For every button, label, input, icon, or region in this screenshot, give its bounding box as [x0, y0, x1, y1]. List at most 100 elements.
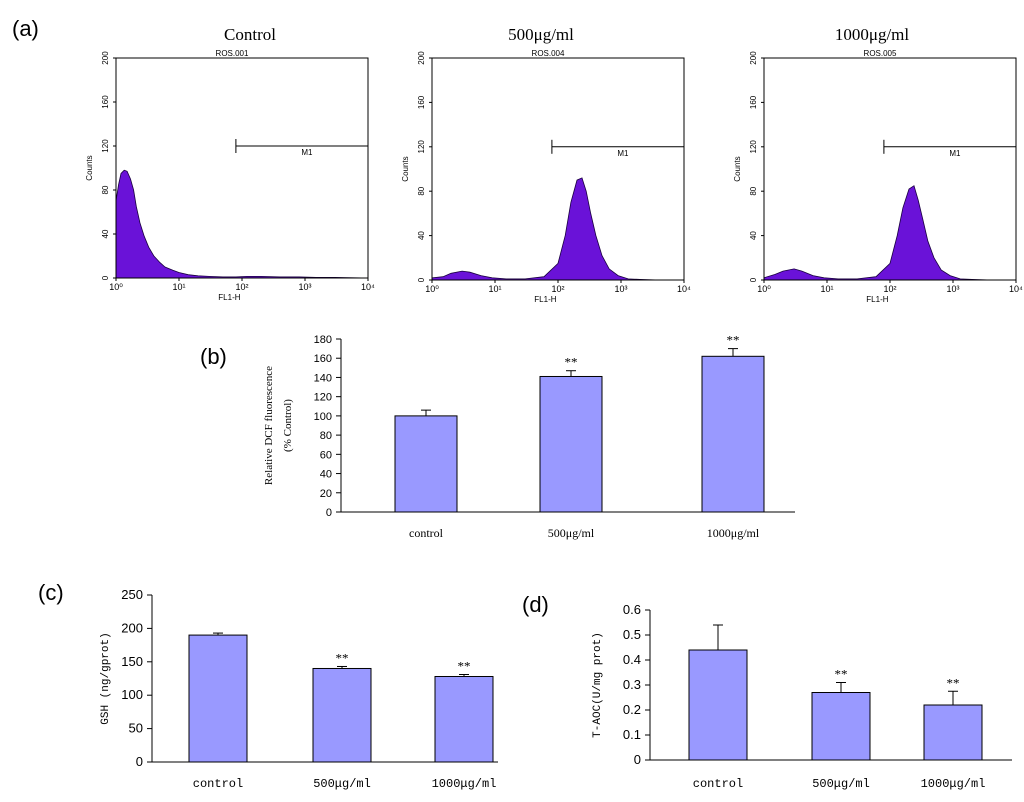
x-tick-label: 10³	[298, 282, 311, 292]
bar-2	[923, 704, 983, 761]
category-label: 1000μg/ml	[921, 777, 986, 791]
bar-chart-taoc: control ** 500μg/ml ** 1000μg/ml 0 0.1 0.2 0.3 0.…	[592, 602, 1012, 791]
plot-frame	[763, 57, 1017, 281]
y-tick-label: 0	[136, 754, 143, 769]
y-tick-label: 120	[314, 392, 332, 404]
x-tick-label: 10¹	[820, 284, 833, 294]
y-tick-label: 250	[121, 587, 143, 602]
x-tick-label: 10³	[946, 284, 959, 294]
marker-label: M1	[949, 149, 961, 158]
x-tick-label: 10⁴	[1009, 284, 1023, 294]
marker-label: M1	[617, 149, 629, 158]
y-tick-label: 150	[121, 654, 143, 669]
x-tick-label: 10¹	[488, 284, 501, 294]
histogram-area	[115, 169, 369, 279]
panel-label-a: (a)	[12, 16, 39, 41]
y-tick-label: 80	[101, 185, 110, 194]
y-tick-label: 80	[749, 186, 758, 195]
histogram-area	[763, 185, 1016, 281]
y-tick-label: 160	[749, 95, 758, 109]
y-tick-label: 0.6	[623, 602, 641, 617]
y-tick-label: 20	[320, 488, 332, 500]
category-label: 500μg/ml	[812, 777, 870, 791]
y-axis-label: T-AOC(U/mg prot)	[592, 632, 604, 738]
chart-title: Control	[224, 25, 276, 44]
y-tick-label: 200	[749, 51, 758, 65]
y-tick-label: 160	[101, 95, 110, 109]
histogram-500: 500μg/ml ROS.004 0 40 80 120 160 200 10⁰ 10¹ 10² 10…	[401, 25, 691, 304]
x-tick-label: 10⁴	[361, 282, 375, 292]
y-tick-label: 200	[417, 51, 426, 65]
y-tick-label: 80	[320, 430, 332, 442]
bar-0	[688, 649, 748, 761]
significance-label: **	[458, 658, 471, 673]
y-tick-label: 50	[129, 721, 143, 736]
chart-title: 500μg/ml	[508, 25, 574, 44]
bar-1	[539, 375, 603, 513]
panel-label-d: (d)	[522, 592, 549, 617]
bar-0	[394, 415, 458, 513]
x-tick-label: 10¹	[172, 282, 185, 292]
y-tick-label: 160	[417, 95, 426, 109]
x-tick-label: 10²	[235, 282, 248, 292]
plot-frame	[115, 57, 369, 279]
y-tick-label: 0	[749, 277, 758, 282]
x-axis-label: FL1-H	[534, 295, 556, 304]
y-tick-label: 40	[320, 469, 332, 481]
y-tick-label: 40	[749, 231, 758, 240]
panel-label-b: (b)	[200, 344, 227, 369]
category-label: control	[693, 777, 743, 791]
histogram-control: Control ROS.001 0 40 80 120 160 200 10⁰ 10¹ 10² 10³…	[85, 25, 375, 302]
y-tick-label: 160	[314, 353, 332, 365]
significance-label: **	[835, 667, 848, 682]
y-tick-label: 0.4	[623, 652, 641, 667]
y-tick-label: 0	[417, 277, 426, 282]
bar-chart-gsh: control ** 500μg/ml ** 1000μg/ml 0 50 100 150 200…	[100, 587, 498, 791]
y-tick-label: 140	[314, 372, 332, 384]
x-axis-label: FL1-H	[218, 293, 240, 302]
category-label: 1000μg/ml	[432, 777, 497, 791]
y-tick-label: 60	[320, 449, 332, 461]
bar-2	[701, 355, 765, 513]
chart-subtitle: ROS.001	[216, 49, 249, 58]
y-axis-label-unit: (% Control)	[282, 399, 294, 452]
bar-2	[434, 675, 494, 763]
y-tick-label: 80	[417, 186, 426, 195]
chart-subtitle: ROS.004	[532, 49, 565, 58]
x-axis-label: FL1-H	[866, 295, 888, 304]
bar-1	[811, 692, 871, 761]
y-tick-label: 40	[417, 231, 426, 240]
y-tick-label: 120	[417, 140, 426, 154]
x-tick-label: 10²	[551, 284, 564, 294]
plot-frame	[431, 57, 685, 281]
y-tick-label: 120	[101, 139, 110, 153]
y-tick-label: 0	[101, 275, 110, 280]
category-label: control	[193, 777, 243, 791]
y-tick-label: 100	[121, 687, 143, 702]
category-label: control	[409, 526, 444, 540]
y-tick-label: 40	[101, 229, 110, 238]
bar-0	[188, 634, 248, 763]
y-tick-label: 120	[749, 140, 758, 154]
y-tick-label: 0	[634, 752, 641, 767]
panel-label-c: (c)	[38, 580, 64, 605]
chart-subtitle: ROS.005	[864, 49, 897, 58]
x-tick-label: 10⁴	[677, 284, 691, 294]
significance-label: **	[336, 650, 349, 665]
y-axis-label: GSH (ng/gprot)	[100, 632, 112, 724]
bar-1	[312, 667, 372, 763]
y-tick-label: 0.2	[623, 702, 641, 717]
histogram-1000: 1000μg/ml ROS.005 0 40 80 120 160 200 10⁰ 10¹ 10² 1…	[733, 25, 1023, 304]
y-axis-label: Counts	[733, 156, 742, 181]
y-tick-label: 200	[101, 51, 110, 65]
significance-label: **	[727, 333, 740, 348]
y-tick-label: 0.3	[623, 677, 641, 692]
y-tick-label: 0	[326, 507, 332, 519]
x-tick-label: 10⁰	[109, 282, 123, 292]
y-tick-label: 100	[314, 411, 332, 423]
significance-label: **	[947, 675, 960, 690]
y-axis-label: Counts	[85, 155, 94, 180]
significance-label: **	[565, 355, 578, 370]
category-label: 1000μg/ml	[707, 526, 760, 540]
x-tick-label: 10³	[614, 284, 627, 294]
